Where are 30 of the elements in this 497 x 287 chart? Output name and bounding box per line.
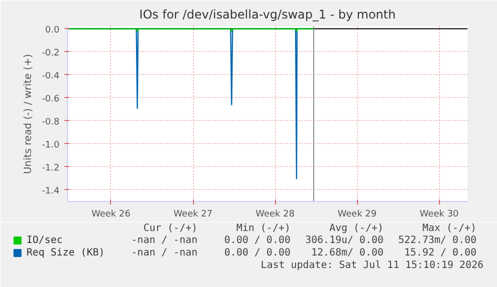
legend-label: IO/sec	[26, 235, 63, 246]
x-tick-label: Week 28	[256, 210, 295, 220]
text: 15.92 / 0.00	[404, 248, 477, 258]
x-tick-label: Week 27	[174, 210, 213, 220]
text: Cur (-/+)	[143, 223, 198, 234]
text: Avg (-/+)	[329, 223, 384, 234]
text: 0.00 / 0.00	[224, 248, 291, 258]
y-tick-label: -1.4	[42, 186, 60, 196]
x-tick-label: Week 29	[338, 210, 377, 220]
y-tick-label: -1.0	[42, 140, 60, 150]
text: Last update: Sat Jul 11 15:10:19 2026	[260, 260, 484, 271]
text: 12.68m/ 0.00	[311, 248, 384, 258]
text: 522.73m/ 0.00	[398, 235, 477, 246]
text: 0.00 / 0.00	[224, 235, 291, 246]
y-tick-label: -0.4	[42, 71, 60, 82]
text: Min (-/+)	[236, 223, 291, 234]
y-tick-label: -1.2	[42, 163, 60, 174]
text: -nan / -nan	[131, 235, 198, 246]
y-tick-label: -0.6	[42, 94, 60, 104]
legend-label: Req Size (KB)	[26, 248, 105, 258]
y-tick-label: 0.0	[45, 25, 60, 36]
y-tick-label: -0.2	[42, 48, 60, 58]
text: -nan / -nan	[131, 248, 198, 258]
text: Max (-/+)	[422, 223, 477, 234]
y-tick-label: -0.8	[42, 117, 60, 128]
text: 306.19u/ 0.00	[305, 235, 384, 246]
y-axis-title: Units read (-) / write (+)	[22, 54, 34, 174]
x-tick-label: Week 30	[420, 210, 459, 220]
x-tick-label: Week 26	[91, 210, 131, 220]
chart-title: IOs for /dev/isabella-vg/swap_1 - by month	[139, 8, 396, 22]
